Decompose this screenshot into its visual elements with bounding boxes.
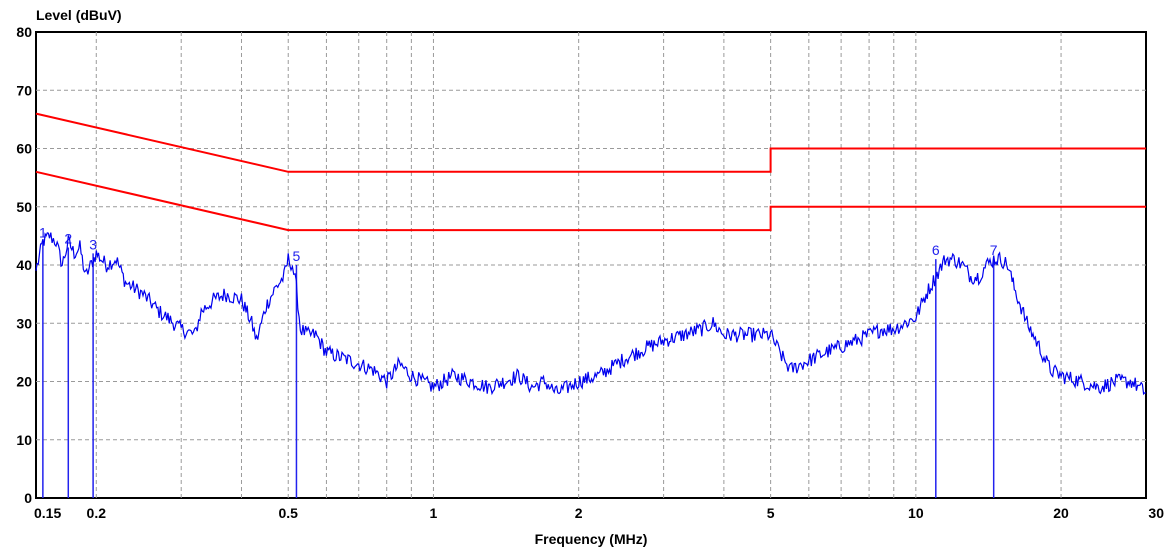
x-tick-label: 0.2 — [87, 505, 107, 521]
grid-lines — [36, 32, 1146, 498]
marker-label: 5 — [293, 248, 301, 264]
x-tick-labels: 0.15 0.2 0.5 1 2 5 10 20 30 — [34, 505, 1164, 521]
y-tick-label: 80 — [16, 24, 32, 40]
limit-line — [35, 170, 1146, 232]
y-tick-label: 0 — [24, 490, 32, 506]
marker-label: 1 — [39, 225, 47, 241]
limit-lines — [35, 112, 1146, 232]
y-tick-labels: 0 10 20 30 40 50 60 70 80 — [16, 24, 32, 506]
y-tick-label: 30 — [16, 315, 32, 331]
y-tick-label: 70 — [16, 82, 32, 98]
limit-line — [35, 112, 1146, 173]
y-tick-label: 50 — [16, 199, 32, 215]
y-tick-label: 10 — [16, 432, 32, 448]
x-tick-label: 10 — [908, 505, 924, 521]
x-tick-label: 2 — [575, 505, 583, 521]
marker-label: 3 — [89, 236, 97, 252]
y-tick-label: 60 — [16, 141, 32, 157]
x-tick-label: 0.5 — [278, 505, 298, 521]
x-tick-label: 5 — [767, 505, 775, 521]
x-tick-label: 1 — [430, 505, 438, 521]
x-tick-label: 20 — [1053, 505, 1069, 521]
level-trace — [35, 232, 1147, 396]
y-axis-label: Level (dBuV) — [36, 7, 122, 23]
marker-label: 6 — [932, 242, 940, 258]
y-tick-label: 20 — [16, 374, 32, 390]
marker-label: 7 — [990, 242, 998, 258]
data-series — [35, 232, 1147, 396]
x-tick-label: 0.15 — [34, 505, 61, 521]
x-axis-label: Frequency (MHz) — [535, 531, 648, 547]
x-tick-label: 30 — [1148, 505, 1164, 521]
y-tick-label: 40 — [16, 257, 32, 273]
